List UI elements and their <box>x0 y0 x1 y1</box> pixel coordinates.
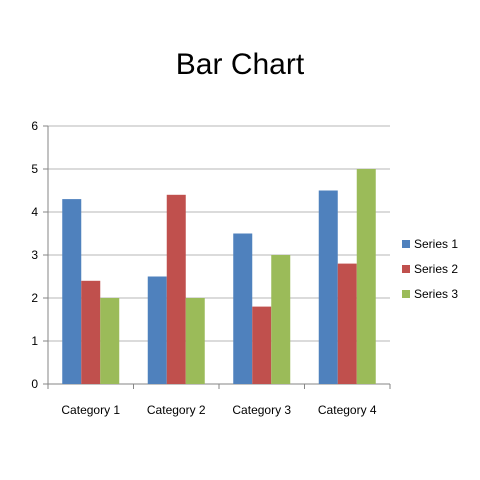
bar-series-3-category-3 <box>271 255 291 384</box>
x-tick-label: Category 1 <box>61 403 120 417</box>
bar-series-1-category-1 <box>62 199 82 384</box>
legend-label: Series 2 <box>414 262 458 276</box>
bars <box>62 169 376 384</box>
y-tick-label: 6 <box>31 119 38 133</box>
y-tick-label: 5 <box>31 162 38 176</box>
x-tick-label: Category 2 <box>147 403 206 417</box>
y-tick-label: 0 <box>31 377 38 391</box>
bar-series-2-category-2 <box>166 194 186 384</box>
bar-series-2-category-4 <box>337 263 357 384</box>
y-tick-label: 2 <box>31 291 38 305</box>
bar-series-2-category-3 <box>252 306 272 384</box>
y-tick-label: 1 <box>31 334 38 348</box>
bar-series-3-category-4 <box>356 169 376 384</box>
bar-series-2-category-1 <box>81 280 101 384</box>
legend-label: Series 1 <box>414 237 458 251</box>
chart-title: Bar Chart <box>176 48 305 81</box>
legend-swatch <box>402 265 410 273</box>
legend-swatch <box>402 240 410 248</box>
bar-series-1-category-3 <box>233 233 253 384</box>
legend: Series 1 Series 2 Series 3 <box>402 237 458 301</box>
y-tick-label: 4 <box>31 205 38 219</box>
bar-series-3-category-2 <box>185 298 205 384</box>
legend-swatch <box>402 290 410 298</box>
x-tick-label: Category 4 <box>318 403 377 417</box>
bar-series-1-category-4 <box>318 190 338 384</box>
bar-series-1-category-2 <box>147 276 167 384</box>
y-tick-label: 3 <box>31 248 38 262</box>
x-tick-label: Category 3 <box>232 403 291 417</box>
bar-series-3-category-1 <box>100 298 120 384</box>
legend-label: Series 3 <box>414 287 458 301</box>
